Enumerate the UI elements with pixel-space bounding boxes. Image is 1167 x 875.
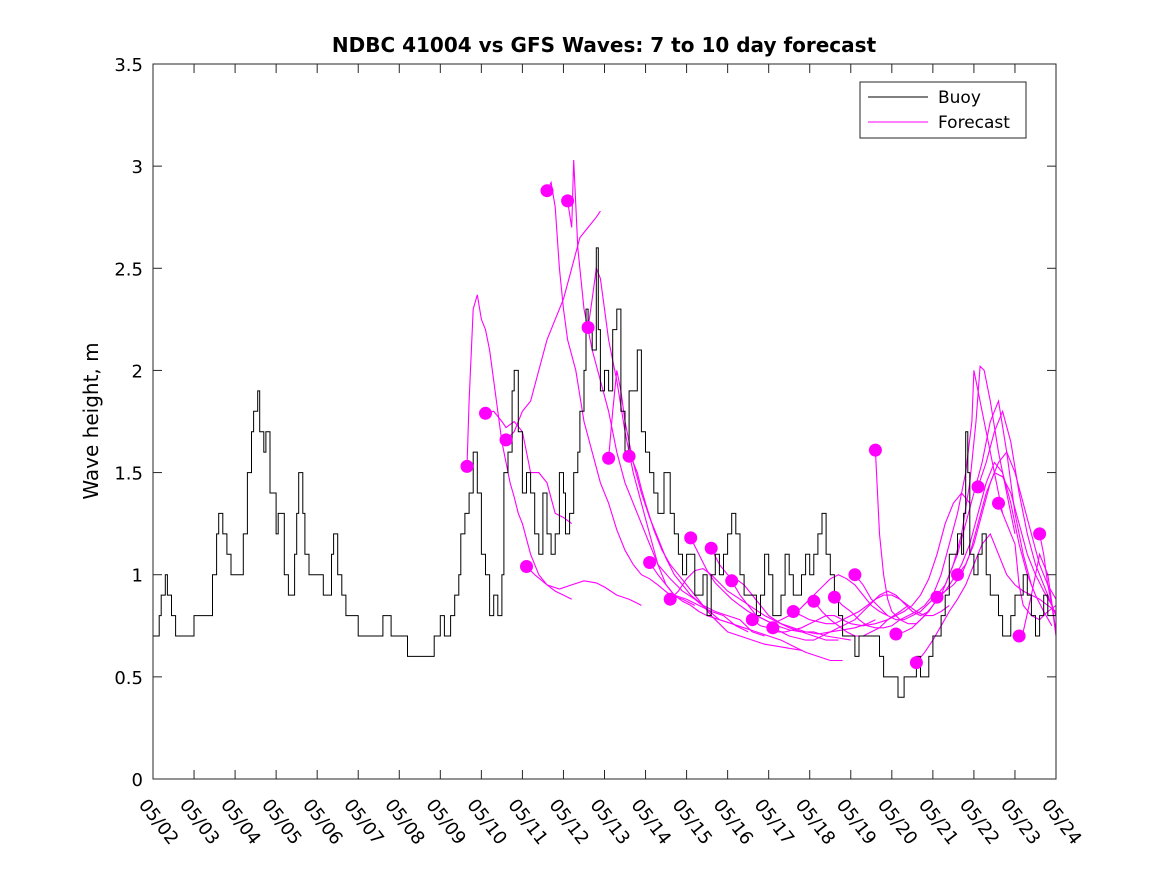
forecast-markers <box>460 184 1047 670</box>
forecast-marker-10 <box>663 592 677 606</box>
legend-box <box>859 81 1027 139</box>
y-axis-label: Wave height, m <box>79 342 103 499</box>
forecast-marker-9 <box>643 556 657 569</box>
forecast-line-1 <box>485 410 573 525</box>
forecast-marker-19 <box>848 568 862 582</box>
forecast-marker-26 <box>992 496 1005 510</box>
forecast-line-24 <box>957 451 1056 600</box>
forecast-marker-28 <box>1033 527 1047 541</box>
forecast-marker-21 <box>889 627 903 641</box>
forecast-line-5 <box>567 159 720 621</box>
y-axis: 0 0.5 1 1.5 2 2.5 3 3.5 <box>114 55 1056 791</box>
y-tick-label: 3.5 <box>114 55 143 76</box>
forecast-line-25 <box>977 409 1056 616</box>
axes-background <box>153 64 1056 779</box>
forecast-line-6 <box>587 266 749 633</box>
forecast-marker-17 <box>807 594 821 608</box>
forecast-marker-7 <box>602 451 616 465</box>
forecast-marker-5 <box>561 194 575 208</box>
forecast-marker-16 <box>786 605 800 618</box>
y-tick-label: 1 <box>132 566 143 587</box>
forecast-marker-6 <box>581 321 595 334</box>
forecast-marker-14 <box>745 613 759 627</box>
forecast-marker-13 <box>725 574 739 588</box>
legend-buoy-label: Buoy <box>938 88 981 108</box>
forecast-line-19 <box>854 365 1016 621</box>
forecast-marker-27 <box>1012 629 1026 643</box>
y-tick-label: 3 <box>132 157 143 178</box>
forecast-marker-3 <box>520 560 533 573</box>
forecast-line-10 <box>669 568 839 641</box>
forecast-marker-4 <box>540 184 554 198</box>
forecast-line-3 <box>526 566 642 606</box>
chart-title: NDBC 41004 vs GFS Waves: 7 to 10 day for… <box>332 33 877 57</box>
y-tick-label: 2 <box>132 361 143 382</box>
legend: Buoy Forecast <box>859 81 1027 139</box>
buoy-line <box>153 247 1056 698</box>
forecast-marker-22 <box>909 656 923 670</box>
forecast-marker-1 <box>479 406 492 420</box>
y-tick-label: 0 <box>132 770 143 791</box>
forecast-marker-11 <box>684 531 698 545</box>
buoy-series <box>153 247 1056 698</box>
forecast-marker-23 <box>930 590 944 604</box>
forecast-marker-0 <box>460 459 474 473</box>
forecast-line-0 <box>466 294 572 600</box>
forecast-marker-12 <box>704 541 718 555</box>
forecast-line-18 <box>834 370 1004 629</box>
forecast-line-21 <box>895 461 1053 635</box>
y-tick-label: 1.5 <box>114 464 143 485</box>
forecast-marker-25 <box>971 480 985 494</box>
forecast-marker-20 <box>868 443 882 457</box>
y-tick-label: 0.5 <box>114 668 143 689</box>
y-tick-label: 2.5 <box>114 259 143 280</box>
forecast-line-26 <box>997 502 1056 621</box>
forecast-line-4 <box>546 180 696 606</box>
forecast-marker-8 <box>622 449 636 463</box>
legend-forecast-label: Forecast <box>938 113 1010 133</box>
forecast-line-2 <box>505 210 601 441</box>
forecast-marker-15 <box>766 621 780 635</box>
forecast-marker-24 <box>951 568 964 582</box>
forecast-marker-2 <box>499 433 513 447</box>
plot-area: 00.511.522.533.5 05/0205/0305/0405/0505/… <box>114 55 1085 849</box>
forecast-line-16 <box>793 594 950 625</box>
forecast-marker-18 <box>827 590 841 604</box>
